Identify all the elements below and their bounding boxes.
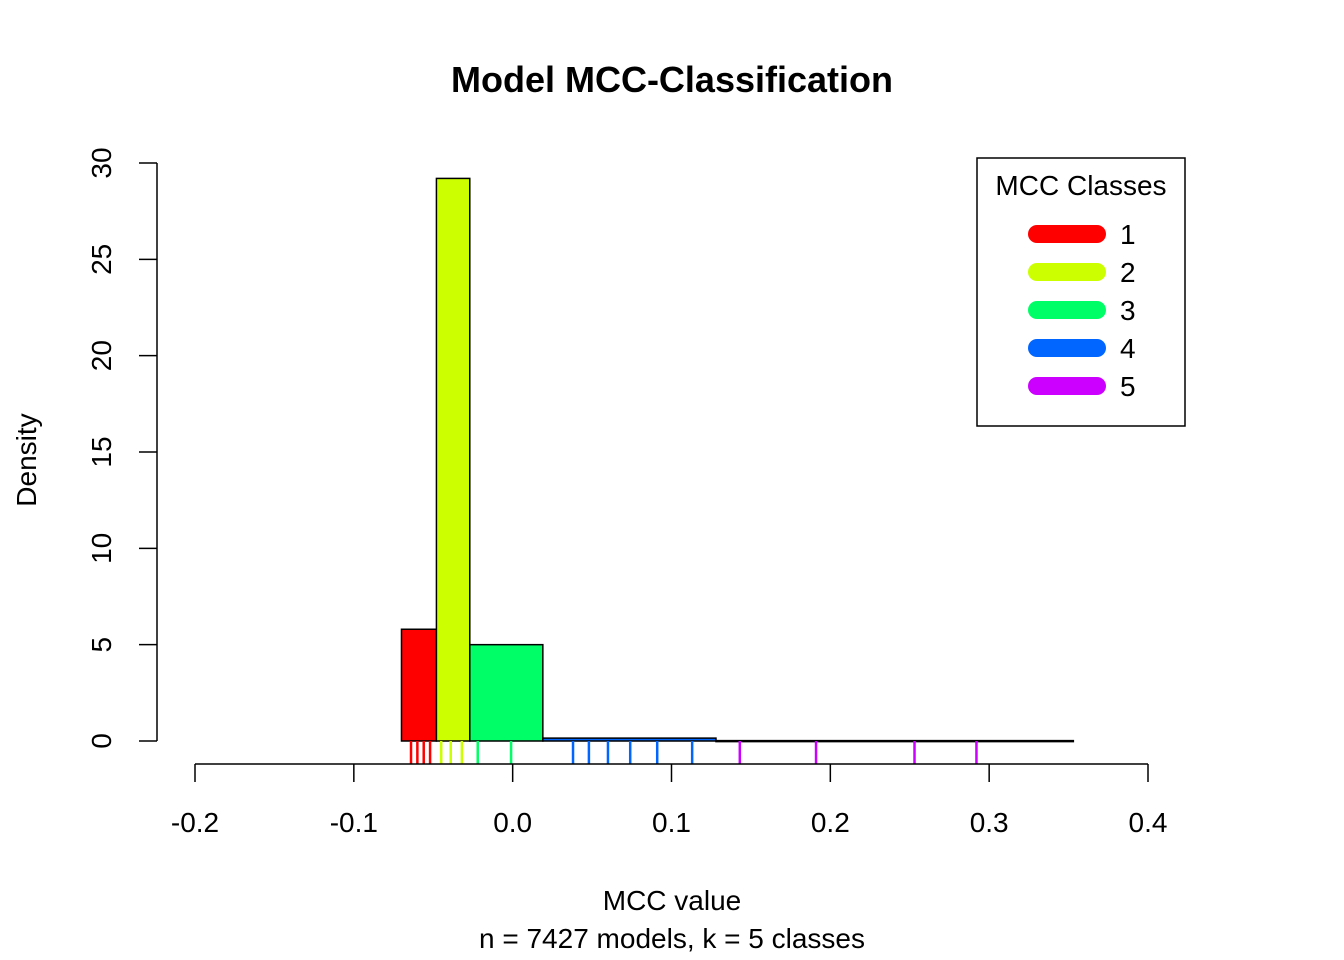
bar-class-4: [542, 737, 717, 742]
x-axis-label: MCC value: [603, 885, 741, 916]
legend: MCC Classes 1 2 3 4 5: [976, 157, 1186, 427]
x-tick-label: 0.0: [493, 807, 532, 838]
y-tick-label: 5: [86, 637, 117, 653]
legend-label-class-2: 2: [1120, 257, 1136, 288]
y-tick-label: 10: [86, 533, 117, 564]
x-axis: -0.2 -0.1 0.0 0.1 0.2 0.3 0.4: [171, 763, 1168, 838]
bar-class-2: [435, 177, 471, 742]
y-tick-label: 0: [86, 733, 117, 749]
y-tick-label: 15: [86, 436, 117, 467]
bar-class-5: [715, 739, 1075, 743]
y-tick-label: 30: [86, 147, 117, 178]
legend-label-class-4: 4: [1120, 333, 1136, 364]
rug-marks: [409, 741, 978, 764]
chart-subtitle: n = 7427 models, k = 5 classes: [479, 923, 865, 954]
x-tick-label: -0.2: [171, 807, 219, 838]
y-tick-label: 20: [86, 340, 117, 371]
x-tick-label: -0.1: [330, 807, 378, 838]
x-tick-label: 0.3: [970, 807, 1009, 838]
x-tick-label: 0.2: [811, 807, 850, 838]
legend-label-class-5: 5: [1120, 371, 1136, 402]
y-axis: 0 5 10 15 20 25 30: [86, 147, 158, 749]
y-tick-label: 25: [86, 244, 117, 275]
y-axis-label: Density: [11, 413, 42, 506]
bar-class-1: [400, 628, 438, 742]
legend-items: 1 2 3 4 5: [1028, 219, 1136, 402]
x-tick-label: 0.1: [652, 807, 691, 838]
chart-title: Model MCC-Classification: [451, 59, 893, 100]
legend-title: MCC Classes: [995, 170, 1166, 201]
bar-class-3: [469, 643, 544, 742]
x-tick-label: 0.4: [1129, 807, 1168, 838]
legend-label-class-3: 3: [1120, 295, 1136, 326]
histogram-bars: [400, 177, 1075, 743]
legend-label-class-1: 1: [1120, 219, 1136, 250]
